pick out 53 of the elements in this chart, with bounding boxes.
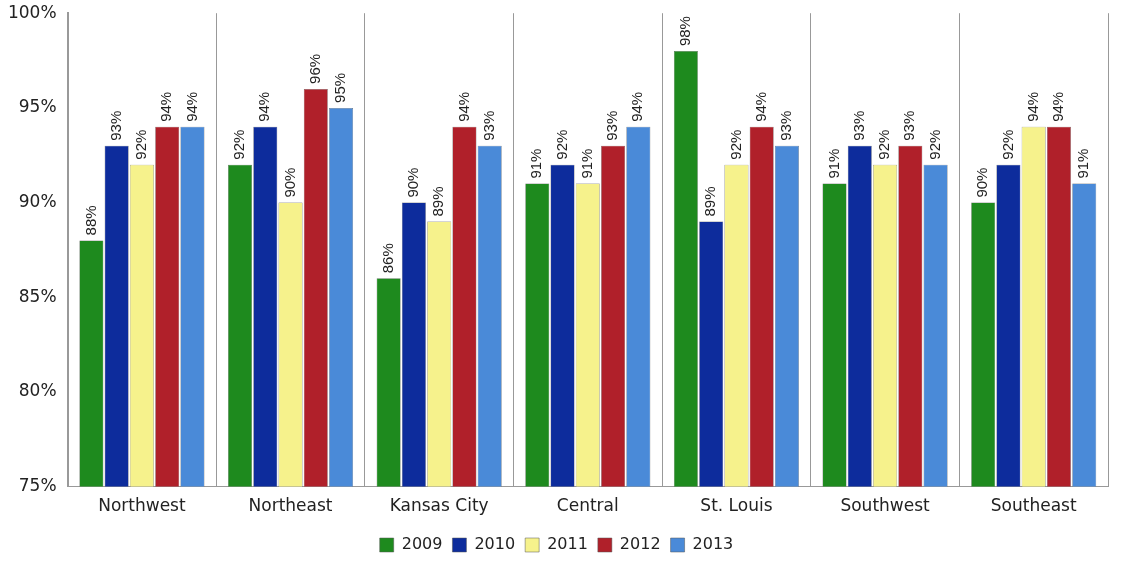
data-label: 91% — [527, 148, 545, 179]
y-tick-label: 90% — [18, 190, 57, 211]
data-label: 93% — [777, 110, 795, 141]
data-label: 93% — [849, 110, 867, 141]
data-label: 88% — [81, 205, 99, 236]
legend-label: 2010 — [474, 534, 516, 554]
data-label: 89% — [429, 186, 447, 217]
data-label: 91% — [577, 148, 595, 179]
x-tick-label: Kansas City — [389, 495, 489, 516]
data-label: 91% — [1074, 148, 1092, 179]
data-label: 93% — [106, 110, 124, 141]
legend-label: 2013 — [692, 534, 734, 554]
data-label: 93% — [603, 110, 621, 141]
data-label: 92% — [875, 129, 893, 160]
data-label: 94% — [454, 91, 472, 122]
data-label: 94% — [157, 91, 175, 122]
y-tick-label: 75% — [18, 475, 57, 496]
data-label: 92% — [726, 129, 744, 160]
data-label: 93% — [479, 110, 497, 141]
legend-label: 2009 — [401, 534, 443, 554]
data-label: 86% — [378, 243, 396, 274]
data-label: 98% — [676, 16, 694, 47]
y-tick-label: 100% — [7, 1, 57, 22]
data-label: 94% — [1023, 91, 1041, 122]
x-tick-label: Central — [556, 495, 619, 516]
data-label: 92% — [132, 129, 150, 160]
data-label: 92% — [230, 129, 248, 160]
data-label: 90% — [973, 167, 991, 198]
data-label: 93% — [900, 110, 918, 141]
data-label: 94% — [1049, 91, 1067, 122]
y-tick-label: 80% — [18, 380, 57, 401]
data-label: 94% — [628, 91, 646, 122]
x-tick-label: Northeast — [248, 495, 333, 516]
data-label: 94% — [751, 91, 769, 122]
data-label: 90% — [404, 167, 422, 198]
data-label: 94% — [182, 91, 200, 122]
x-tick-label: Southwest — [840, 495, 931, 516]
data-label: 92% — [925, 129, 943, 160]
legend-label: 2011 — [547, 534, 588, 554]
x-tick-label: St. Louis — [700, 495, 773, 516]
data-label: 94% — [255, 91, 273, 122]
legend-label: 2012 — [619, 534, 661, 554]
data-label: 96% — [305, 53, 323, 84]
x-tick-label: Southeast — [990, 495, 1077, 516]
data-label: 90% — [280, 167, 298, 198]
data-label: 91% — [824, 148, 842, 179]
y-tick-label: 85% — [18, 285, 57, 306]
data-label: 89% — [701, 186, 719, 217]
data-label: 92% — [998, 129, 1016, 160]
data-label: 92% — [552, 129, 570, 160]
data-label: 95% — [331, 72, 349, 103]
y-tick-label: 95% — [18, 96, 57, 117]
x-tick-label: Northwest — [98, 495, 186, 516]
